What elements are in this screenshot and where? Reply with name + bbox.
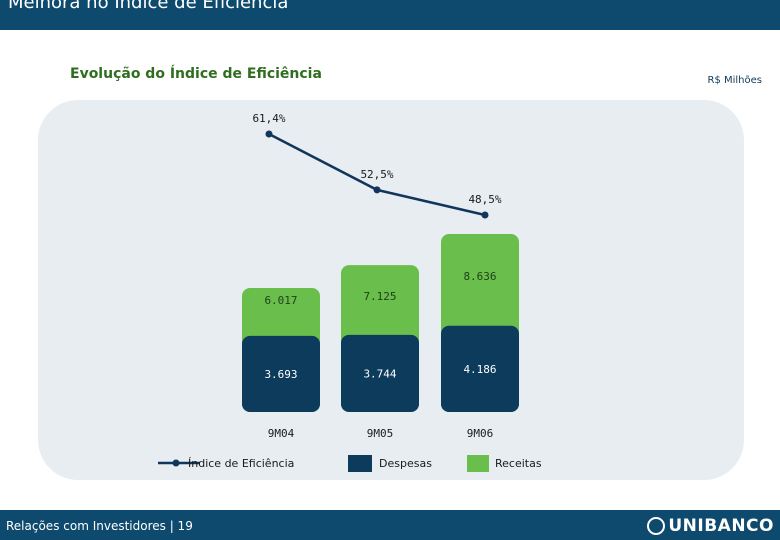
- despesas-value-label: 3.744: [363, 367, 396, 380]
- footer-bar: Relações com Investidores | 19 UNIBANCO: [0, 510, 780, 540]
- legend-line-marker: [172, 459, 180, 467]
- logo-mark-icon: [647, 517, 666, 535]
- unibanco-logo: UNIBANCO: [647, 516, 774, 536]
- despesas-bar: [242, 335, 320, 412]
- efficiency-value-label: 48,5%: [468, 193, 501, 206]
- despesas-value-label: 3.693: [264, 368, 297, 381]
- efficiency-value-label: 61,4%: [252, 112, 285, 125]
- chart-subtitle: Evolução do Índice de Eficiência: [70, 66, 322, 82]
- legend-swatch-despesas: [348, 455, 372, 472]
- efficiency-value-label: 52,5%: [360, 168, 393, 181]
- efficiency-point: [481, 211, 489, 219]
- header-bar: Melhora no Índice de Eficiência: [0, 0, 780, 30]
- legend-swatch-receitas: [467, 455, 489, 472]
- page-title: Melhora no Índice de Eficiência: [8, 0, 289, 13]
- efficiency-point: [265, 130, 273, 138]
- despesas-bar: [341, 334, 419, 412]
- despesas-bar: [441, 325, 519, 412]
- despesas-value-label: 4.186: [463, 363, 496, 376]
- receitas-value-label: 7.125: [363, 290, 396, 303]
- efficiency-point: [373, 186, 381, 194]
- category-label: 9M05: [367, 427, 394, 440]
- legend-label-despesas: Despesas: [379, 457, 432, 470]
- legend-label-receitas: Receitas: [495, 457, 542, 470]
- legend-label-efficiency: Índice de Eficiência: [188, 457, 294, 470]
- receitas-value-label: 8.636: [463, 270, 496, 283]
- category-label: 9M06: [467, 427, 494, 440]
- logo-text: UNIBANCO: [668, 516, 774, 536]
- unit-label: R$ Milhões: [707, 75, 763, 86]
- footer-text: Relações com Investidores | 19: [6, 519, 193, 533]
- category-label: 9M04: [268, 427, 295, 440]
- receitas-value-label: 6.017: [264, 294, 297, 307]
